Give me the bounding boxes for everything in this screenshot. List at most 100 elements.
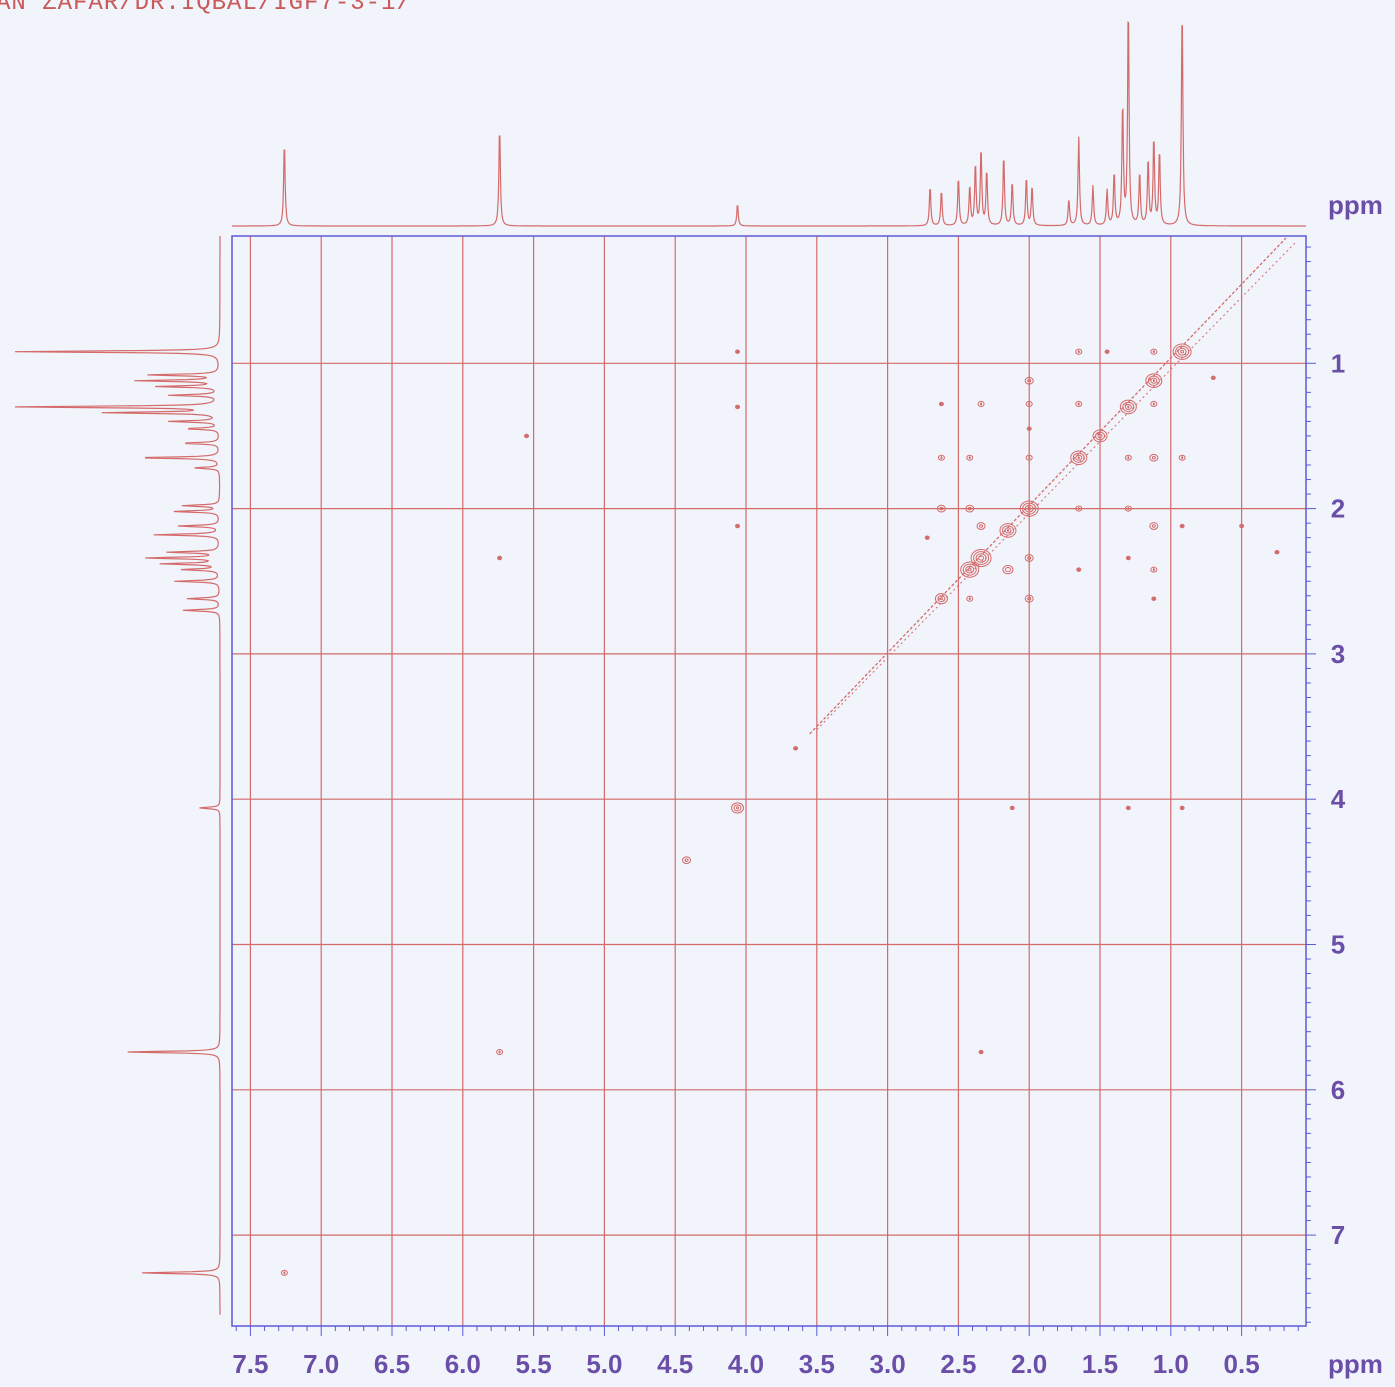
grid-lines bbox=[232, 236, 1306, 1326]
plot-frame bbox=[231, 235, 1307, 1327]
contour-ring bbox=[1075, 454, 1083, 461]
contour-ring bbox=[1152, 379, 1155, 383]
contour-ring bbox=[1075, 505, 1083, 512]
contour-ring bbox=[1077, 402, 1080, 406]
cross-peak bbox=[497, 555, 503, 561]
cross-peak bbox=[1104, 349, 1110, 354]
cross-peak bbox=[1124, 505, 1132, 512]
cross-peak bbox=[1145, 373, 1163, 389]
cross-peak bbox=[735, 404, 741, 410]
contour-ring bbox=[1177, 347, 1187, 356]
contour-ring bbox=[1181, 456, 1184, 460]
cross-peak bbox=[924, 535, 930, 540]
contour-ring bbox=[968, 597, 971, 601]
cross-peak bbox=[1179, 523, 1185, 529]
cross-peak bbox=[934, 593, 948, 605]
contour-ring bbox=[1001, 525, 1014, 536]
cross-peak bbox=[1026, 426, 1032, 431]
x-tick-label: 1.5 bbox=[1082, 1349, 1118, 1379]
contour-ring bbox=[1152, 350, 1155, 354]
contour-ring bbox=[1104, 349, 1110, 354]
contour-ring bbox=[1024, 594, 1034, 603]
contour-ring bbox=[1097, 433, 1103, 439]
axis-ticks bbox=[235, 246, 1316, 1336]
contour-ring bbox=[966, 595, 974, 602]
cross-peak bbox=[1092, 429, 1108, 443]
contour-dot bbox=[925, 536, 929, 540]
contour-ring bbox=[524, 433, 530, 439]
contour-dot bbox=[939, 402, 943, 406]
contour-ring bbox=[1127, 507, 1130, 511]
contour-ring bbox=[1150, 566, 1158, 573]
contour-ring bbox=[1075, 348, 1083, 355]
contour-dot bbox=[736, 524, 740, 528]
contour-ring bbox=[1239, 523, 1245, 529]
contour-ring bbox=[1124, 505, 1132, 512]
x-tick-label: 6.5 bbox=[374, 1349, 410, 1379]
contour-ring bbox=[731, 802, 745, 814]
contour-ring bbox=[1004, 527, 1012, 534]
x-axis-unit-label: ppm bbox=[1328, 1349, 1383, 1379]
x-tick-label: 2.5 bbox=[940, 1349, 976, 1379]
contour-ring bbox=[977, 400, 985, 408]
contour-ring bbox=[1072, 452, 1085, 463]
cross-peak bbox=[1210, 375, 1216, 381]
contour-ring bbox=[1027, 378, 1032, 383]
contour-ring bbox=[1179, 805, 1185, 811]
cross-peak bbox=[1009, 805, 1015, 811]
contour-ring bbox=[682, 856, 692, 865]
contour-ring bbox=[1075, 400, 1083, 408]
x-tick-label: 0.5 bbox=[1224, 1349, 1260, 1379]
contour-ring bbox=[980, 402, 983, 406]
contour-dot bbox=[1126, 806, 1130, 810]
cross-peak bbox=[1125, 555, 1131, 561]
top-projection-trace bbox=[232, 21, 1306, 227]
contour-ring bbox=[736, 806, 740, 810]
contour-dot bbox=[1180, 806, 1184, 810]
contour-dot bbox=[1105, 350, 1109, 354]
contour-ring bbox=[937, 454, 945, 461]
contour-ring bbox=[1006, 528, 1009, 532]
cross-peak bbox=[1151, 596, 1157, 601]
contour-ring bbox=[1151, 455, 1156, 460]
x-tick-label: 4.0 bbox=[728, 1349, 764, 1379]
contour-ring bbox=[1077, 456, 1080, 460]
contour-dot bbox=[736, 405, 740, 409]
contour-ring bbox=[1180, 349, 1185, 354]
contour-ring bbox=[938, 401, 944, 407]
diagonal-line bbox=[809, 237, 1287, 735]
contour-ring bbox=[1152, 402, 1155, 406]
contour-ring bbox=[498, 1050, 501, 1054]
contour-ring bbox=[939, 506, 944, 511]
cross-peak bbox=[1150, 348, 1158, 355]
cross-peak bbox=[1119, 399, 1137, 415]
contour-ring bbox=[1027, 556, 1032, 560]
x-tick-label: 6.0 bbox=[445, 1349, 481, 1379]
contour-dot bbox=[1180, 524, 1184, 528]
contour-ring bbox=[1122, 401, 1135, 413]
cross-peak bbox=[1070, 450, 1088, 466]
cross-peak bbox=[999, 523, 1017, 538]
contour-ring bbox=[960, 561, 980, 578]
contour-ring bbox=[283, 1271, 286, 1275]
cross-peak bbox=[793, 746, 799, 751]
cross-peak bbox=[524, 433, 530, 439]
cross-peak bbox=[731, 802, 745, 814]
contour-ring bbox=[1004, 567, 1011, 573]
contour-ring bbox=[1024, 554, 1034, 562]
contour-dot bbox=[1027, 427, 1031, 431]
contour-ring bbox=[1077, 507, 1080, 511]
x-tick-label: 4.5 bbox=[657, 1349, 693, 1379]
contour-ring bbox=[1095, 431, 1106, 441]
contour-ring bbox=[793, 746, 799, 751]
contour-ring bbox=[1150, 348, 1158, 355]
cross-peak bbox=[735, 523, 741, 529]
contour-ring bbox=[1119, 399, 1137, 415]
contour-ring bbox=[999, 523, 1017, 538]
contour-ring bbox=[936, 504, 946, 513]
cross-peak bbox=[937, 454, 945, 461]
diagonal-line bbox=[816, 241, 1297, 730]
x-tick-label: 5.0 bbox=[586, 1349, 622, 1379]
cross-peak bbox=[1178, 454, 1186, 461]
cross-peak bbox=[1179, 805, 1185, 811]
